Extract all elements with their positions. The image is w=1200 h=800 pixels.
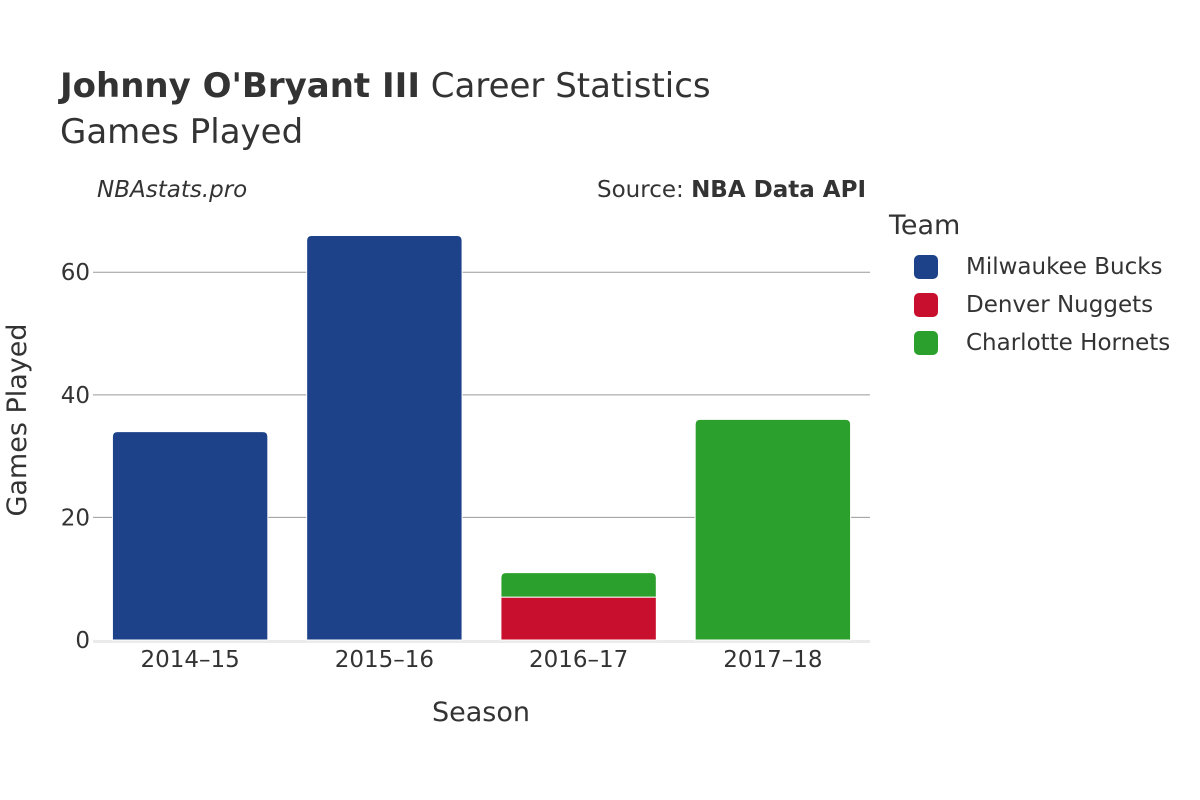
bars xyxy=(111,234,852,641)
x-axis-baseline xyxy=(93,640,870,643)
bar-charlotte-hornets-2017–18[interactable] xyxy=(694,418,852,641)
legend-title: Team xyxy=(889,210,961,241)
x-tick-labels: 2014–15 2015–16 2016–17 2017–18 xyxy=(140,647,822,673)
legend-item-milwaukee-bucks[interactable]: Milwaukee Bucks xyxy=(914,254,1163,280)
x-tick-label: 2014–15 xyxy=(140,647,239,673)
y-tick-labels: 0 20 40 60 xyxy=(61,260,90,654)
bar-denver-nuggets-2016–17[interactable] xyxy=(500,596,657,641)
y-tick-label: 40 xyxy=(61,383,90,409)
legend-label: Charlotte Hornets xyxy=(966,330,1171,356)
x-tick-label: 2015–16 xyxy=(335,647,434,673)
y-axis-title: Games Played xyxy=(2,323,33,516)
site-credit: NBAstats.pro xyxy=(97,177,248,203)
y-tick-label: 0 xyxy=(75,628,90,654)
x-tick-label: 2017–18 xyxy=(723,647,822,673)
legend-item-denver-nuggets[interactable]: Denver Nuggets xyxy=(914,292,1153,318)
legend-swatch-charlotte-hornets xyxy=(914,331,938,355)
y-tick-label: 20 xyxy=(61,505,90,531)
source-prefix: Source: xyxy=(597,177,692,203)
chart-title: Johnny O'Bryant III Career Statistics xyxy=(60,66,711,106)
legend-swatch-milwaukee-bucks xyxy=(914,255,938,279)
legend-label: Milwaukee Bucks xyxy=(966,254,1163,280)
bar-charlotte-hornets-2016–17[interactable] xyxy=(500,572,657,598)
title-rest: Career Statistics xyxy=(419,66,711,106)
source-name: NBA Data API xyxy=(691,177,866,203)
x-axis-title: Season xyxy=(432,697,530,728)
legend-swatch-denver-nuggets xyxy=(914,293,938,317)
bar-milwaukee-bucks-2015–16[interactable] xyxy=(306,234,463,641)
chart-subtitle: Games Played xyxy=(60,112,304,152)
x-tick-label: 2016–17 xyxy=(529,647,628,673)
source-credit: Source: NBA Data API xyxy=(597,177,866,203)
legend-label: Denver Nuggets xyxy=(966,292,1154,318)
player-name: Johnny O'Bryant III xyxy=(60,66,420,106)
bar-milwaukee-bucks-2014–15[interactable] xyxy=(111,431,269,641)
legend-item-charlotte-hornets[interactable]: Charlotte Hornets xyxy=(914,330,1170,356)
y-tick-label: 60 xyxy=(61,260,90,286)
